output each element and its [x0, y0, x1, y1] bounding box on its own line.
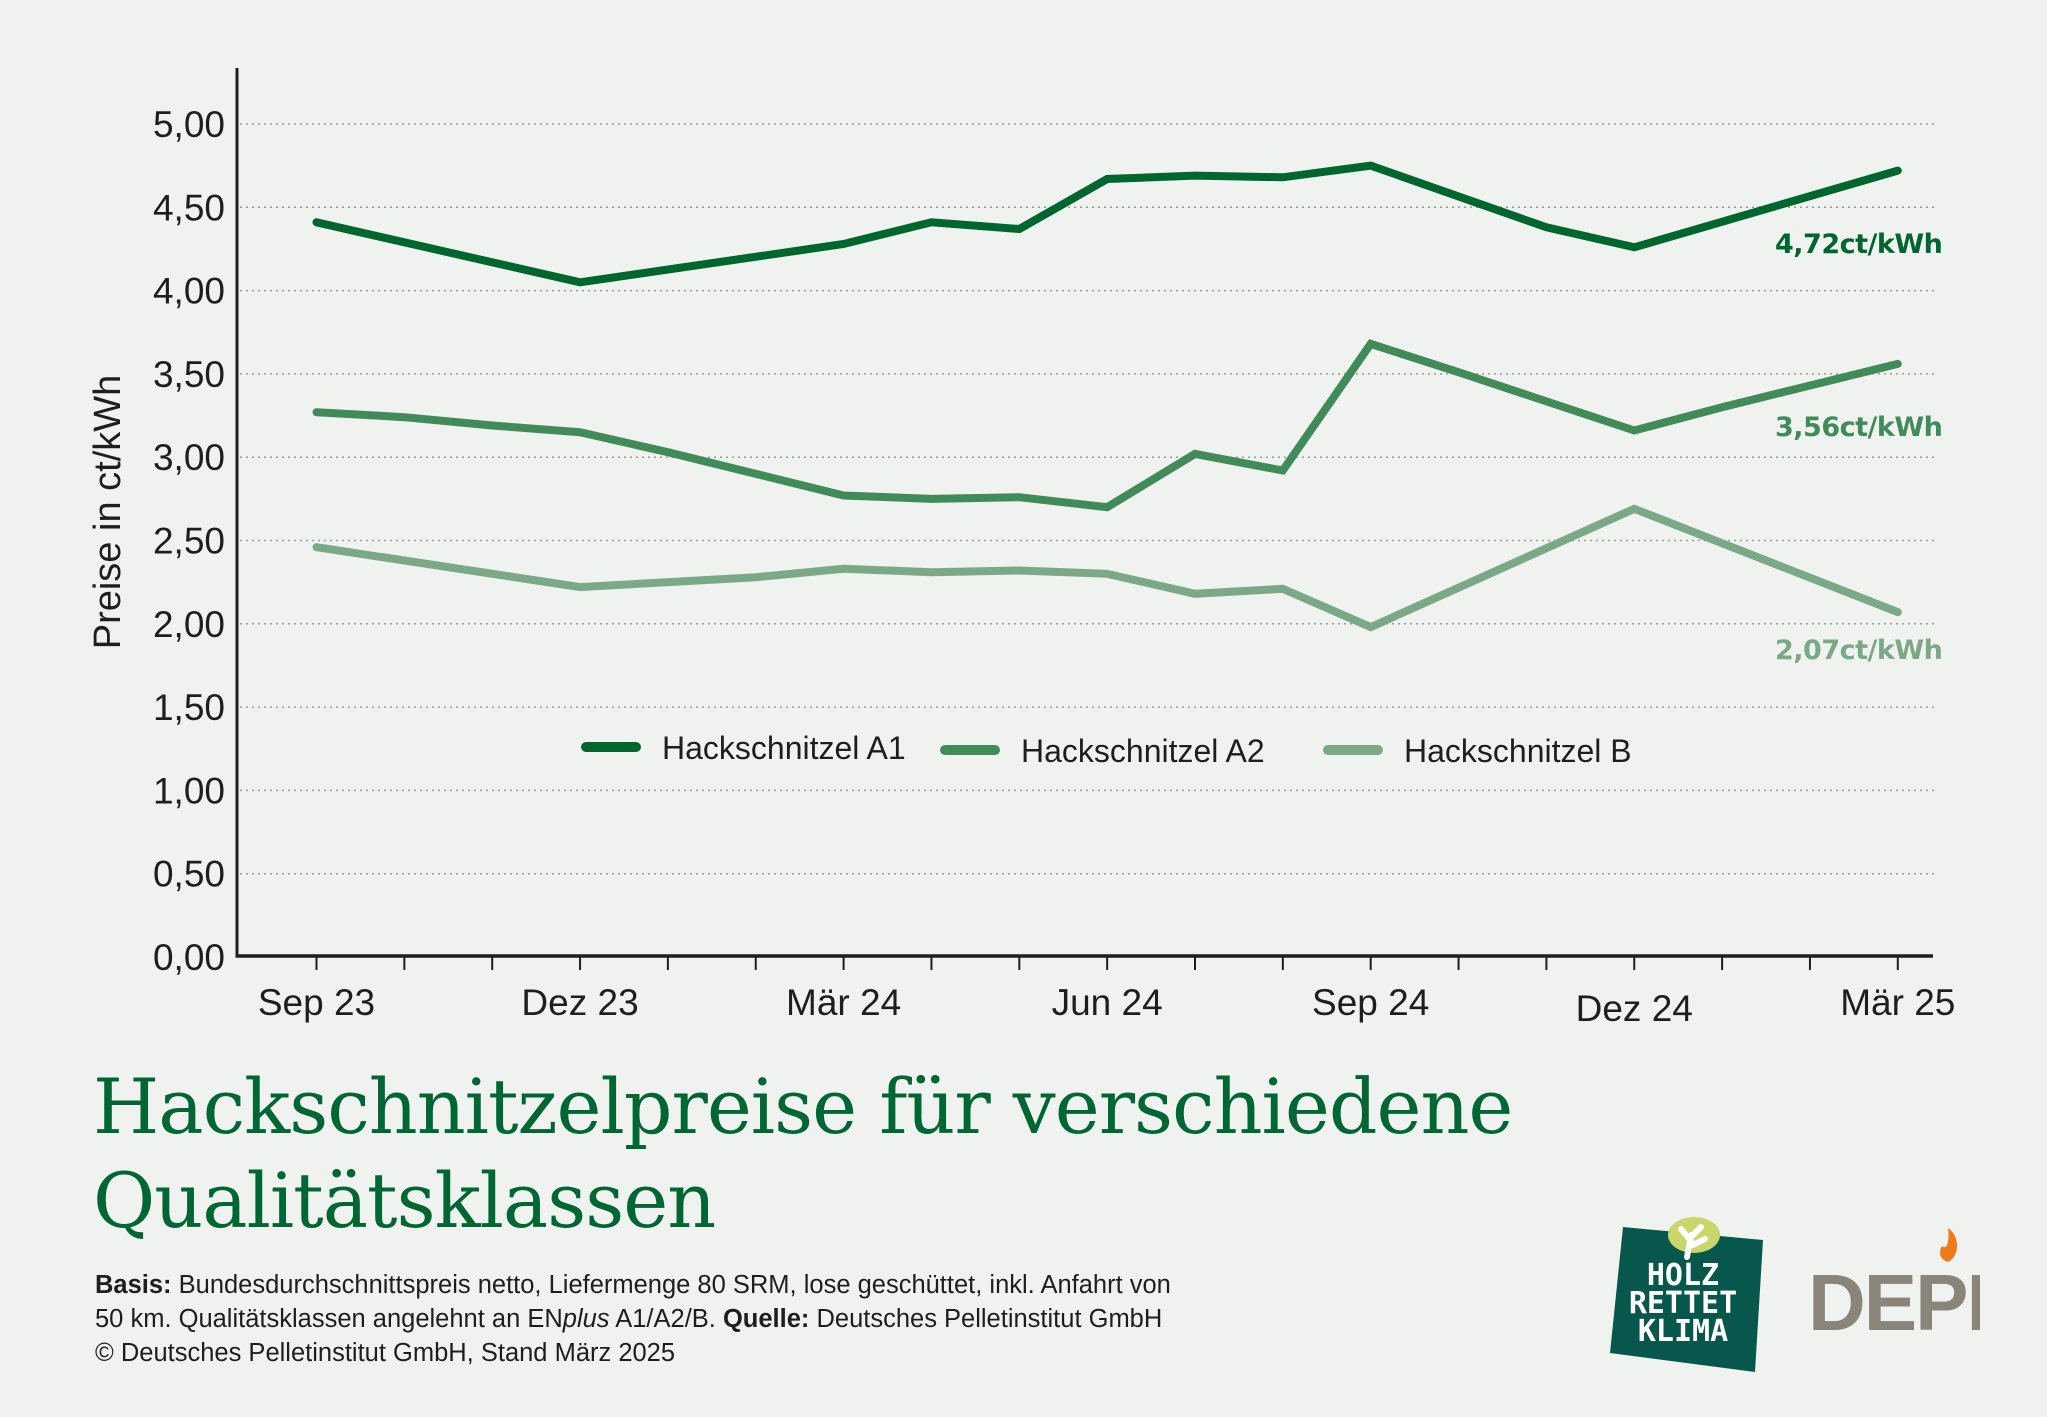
end-value-label: 3,56ct/kWh	[1775, 412, 1942, 443]
copyright: © Deutsches Pelletinstitut GmbH, Stand M…	[95, 1339, 676, 1367]
line-chart: 0,00 0,50 1,00 1,50 2,00 2,50 3,00 3,50 4,00 4,50…	[87, 68, 1955, 1029]
y-tick-label: 1,50	[153, 687, 225, 728]
y-tick-label: 2,00	[153, 604, 225, 645]
depi-text: DEPI	[1808, 1258, 1980, 1340]
x-tick-label: Dez 23	[521, 982, 638, 1023]
y-tick-label: 3,50	[153, 354, 225, 395]
legend: Hackschnitzel A1 Hackschnitzel A2 Hackschn…	[581, 730, 1632, 769]
chart-title: Hackschnitzelpreise für verschiedene Qua…	[93, 1060, 1653, 1248]
basis-text-2: 50 km. Qualitätsklassen angelehnt an EN	[95, 1305, 563, 1333]
depi-logo: DEPI	[1808, 1228, 1980, 1340]
x-tick-label: Sep 23	[258, 982, 375, 1023]
x-tick-label: Mär 25	[1840, 982, 1955, 1023]
x-tick-label: Mär 24	[786, 982, 901, 1023]
logo-klima-text: KLIMA	[1638, 1314, 1728, 1349]
legend-label: Hackschnitzel B	[1404, 733, 1632, 769]
series-line-3	[312, 504, 1902, 632]
tree-branch-icon	[1678, 1224, 1708, 1260]
footer-line-1: Basis: Bundesdurchschnittspreis netto, L…	[95, 1268, 1495, 1302]
y-tick-label: 0,50	[153, 854, 225, 895]
legend-label: Hackschnitzel A1	[662, 730, 906, 766]
footer-notes: Basis: Bundesdurchschnittspreis netto, L…	[95, 1268, 1495, 1370]
end-labels: 4,72ct/kWh 3,56ct/kWh 2,07ct/kWh	[1775, 229, 1943, 666]
holz-rettet-klima-logo: HOLZ RETTET KLIMA	[1610, 1217, 1763, 1372]
end-value-label: 2,07ct/kWh	[1775, 635, 1942, 666]
y-tick-label: 5,00	[153, 104, 225, 145]
chart-title-line-2: Qualitätsklassen	[93, 1156, 716, 1245]
source-text: Deutsches Pelletinstitut GmbH	[809, 1305, 1163, 1333]
y-axis-ticks: 0,00 0,50 1,00 1,50 2,00 2,50 3,00 3,50 4,00 4,50…	[153, 104, 225, 978]
y-tick-label: 4,00	[153, 271, 225, 312]
flame-icon	[1940, 1228, 1957, 1262]
y-axis-title: Preise in ct/kWh	[87, 375, 129, 650]
series-lines	[312, 161, 1902, 632]
source-label: Quelle:	[722, 1305, 810, 1333]
logo-rettet-text: RETTET	[1629, 1286, 1737, 1321]
basis-label: Basis:	[95, 1271, 172, 1299]
x-tick-label: Dez 24	[1576, 988, 1693, 1029]
basis-text-3: A1/A2/B.	[609, 1305, 723, 1333]
logo-holz-text: HOLZ	[1647, 1258, 1719, 1293]
gridlines	[240, 123, 1935, 875]
end-value-label: 4,72ct/kWh	[1775, 229, 1942, 260]
footer-line-2: 50 km. Qualitätsklassen angelehnt an ENp…	[95, 1302, 1495, 1336]
x-tick-label: Sep 24	[1312, 982, 1429, 1023]
y-tick-label: 2,50	[153, 521, 225, 562]
x-axis-ticks: Sep 23 Dez 23 Mär 24 Jun 24 Sep 24 Dez 24 Mär …	[258, 956, 1955, 1029]
basis-text-1: Bundesdurchschnittspreis netto, Lieferme…	[171, 1271, 1171, 1299]
chart-title-line-1: Hackschnitzelpreise für verschiedene	[93, 1062, 1513, 1151]
series-line-1	[312, 161, 1902, 287]
y-tick-label: 3,00	[153, 437, 225, 478]
basis-italic: plus	[562, 1305, 610, 1333]
y-tick-label: 4,50	[153, 187, 225, 228]
x-tick-label: Jun 24	[1052, 982, 1163, 1023]
logo-square	[1610, 1227, 1763, 1372]
series-line-2	[312, 339, 1902, 512]
y-tick-label: 0,00	[153, 937, 225, 978]
y-tick-label: 1,00	[153, 770, 225, 811]
legend-label: Hackschnitzel A2	[1021, 733, 1265, 769]
